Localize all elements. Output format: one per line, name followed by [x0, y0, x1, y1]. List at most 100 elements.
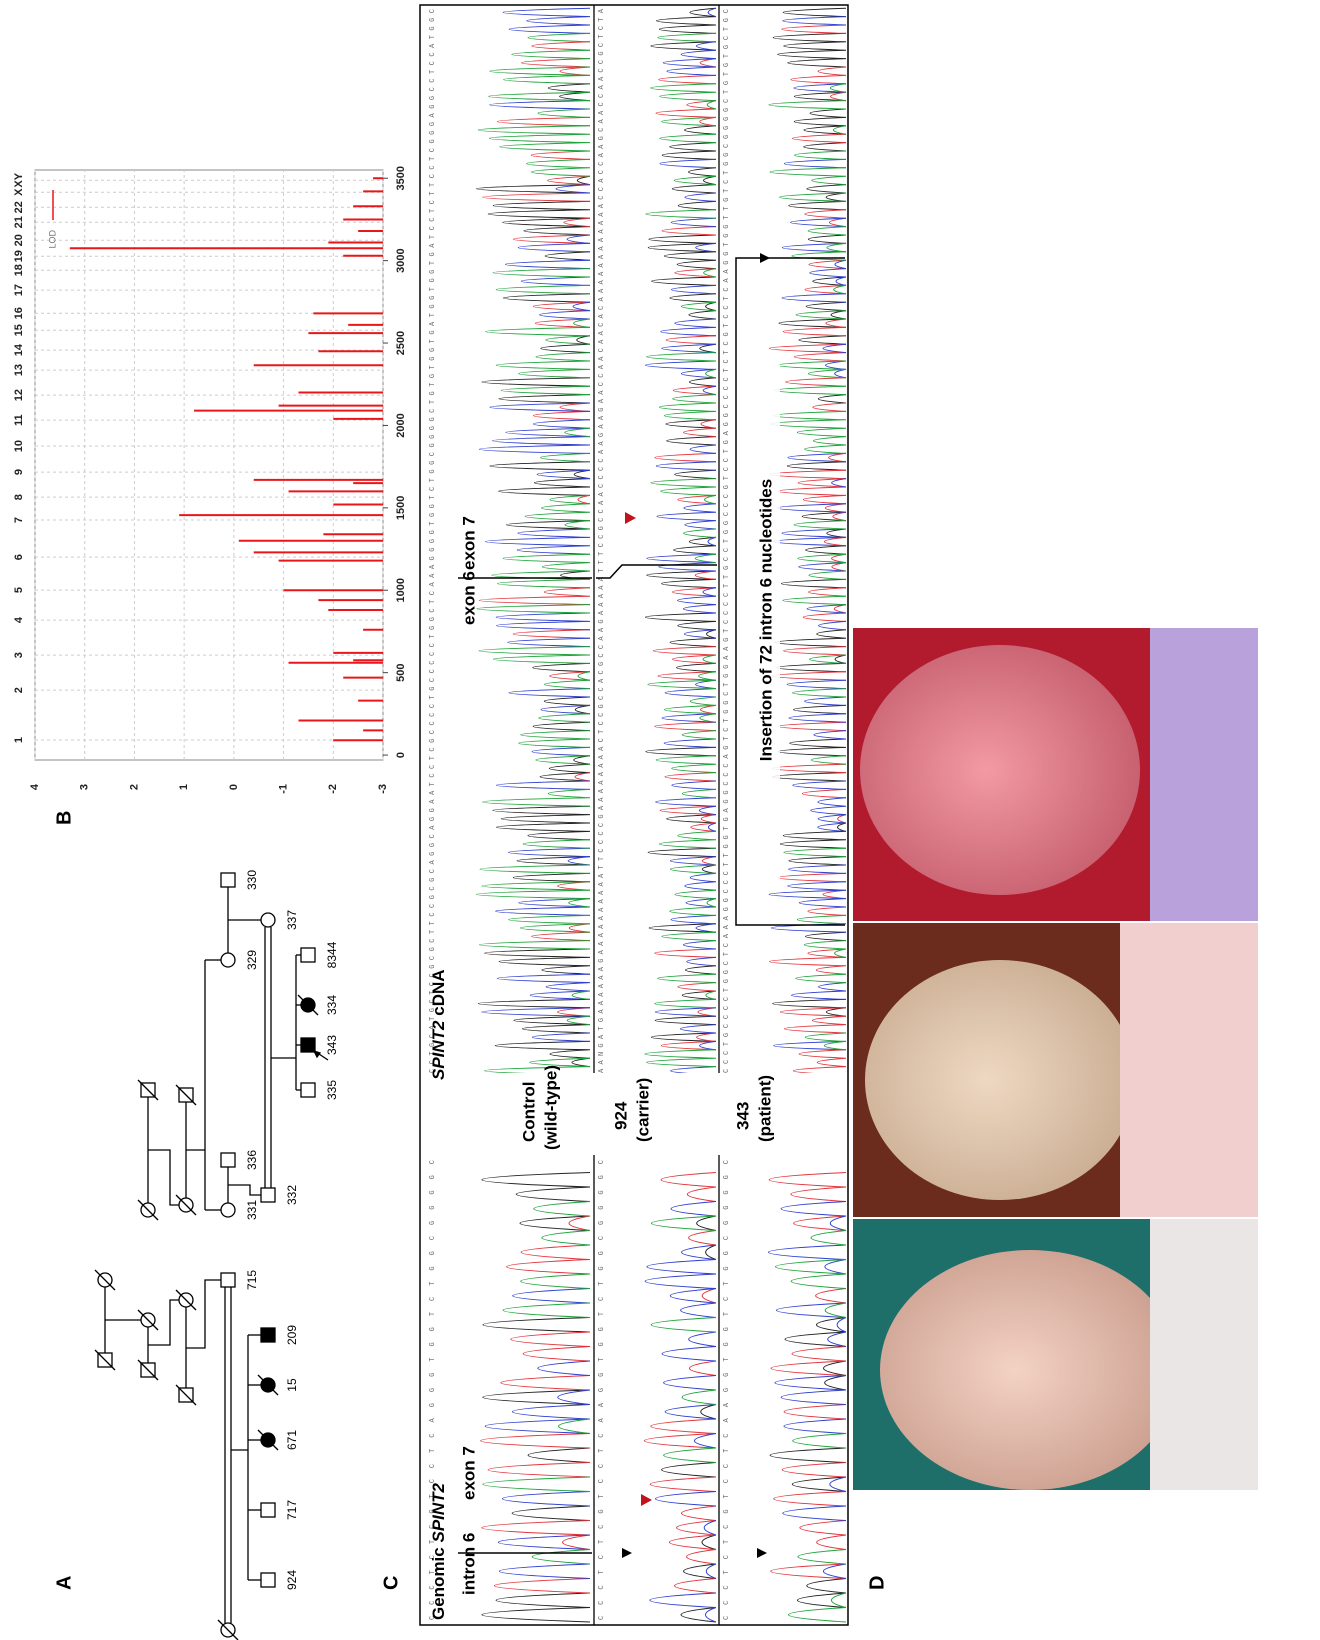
square-symbol [261, 1503, 275, 1517]
x-tick-label: 3500 [395, 166, 407, 190]
x-tick-label: 1500 [395, 496, 407, 520]
chromosome-label: 15 [13, 324, 25, 336]
chromosome-label: 11 [13, 414, 25, 426]
pedigree: 924 717 671 15 209 715 331 336 332 329 330 337 335 34… [95, 870, 339, 1640]
row-detail: (carrier) [633, 1078, 652, 1142]
y-tick-label: 0 [228, 784, 240, 790]
page: {"panels": {"a": "A", "b": "B", "c": "C"… [0, 0, 1320, 1640]
individual-id: 331 [245, 1200, 259, 1220]
individual-id: 343 [325, 1035, 339, 1055]
photo-face [860, 645, 1140, 895]
chromosome-label: 21 [13, 216, 25, 228]
x-tick-label: 1000 [395, 578, 407, 602]
chromosome-label: 8 [13, 494, 25, 500]
region-label: exon 7 [459, 516, 478, 570]
chromosome-label: 13 [13, 364, 25, 376]
chromosome-label: X [13, 188, 25, 196]
chromosome-label: 18 [13, 264, 25, 276]
y-tick-label: -2 [327, 784, 339, 794]
square-symbol [261, 1188, 275, 1202]
square-symbol [301, 1083, 315, 1097]
chromosome-label: 9 [13, 469, 25, 475]
chromosome-label: XY [13, 172, 25, 187]
chromosome-label: 5 [13, 587, 25, 593]
individual-id: 334 [325, 995, 339, 1015]
y-tick-label: 1 [178, 784, 190, 790]
panel-frame [420, 5, 848, 1625]
row-name: 924 [611, 1101, 630, 1130]
x-tick-label: 2000 [395, 413, 407, 437]
individual-id: 717 [285, 1500, 299, 1520]
y-tick-label: 4 [29, 783, 41, 790]
sequencing-panel: CCCTCTCGTCCTCAGGGTGGTCTGGCGGGGCCCTGCATGC… [420, 5, 848, 1625]
panel-label: A [53, 1576, 75, 1590]
legend-label: LOD [47, 230, 57, 249]
individual-id: 209 [285, 1325, 299, 1345]
square-symbol [301, 1038, 315, 1052]
square-symbol [261, 1328, 275, 1342]
y-tick-label: 3 [79, 784, 91, 790]
chromosome-label: 4 [13, 616, 25, 623]
individual-id: 336 [245, 1150, 259, 1170]
panel-label: B [53, 811, 75, 825]
chromosome-label: 17 [13, 284, 25, 296]
x-tick-label: 2500 [395, 331, 407, 355]
pedigree-line [148, 1150, 179, 1205]
chromosome-label: 14 [13, 343, 25, 356]
individual-id: 924 [285, 1570, 299, 1590]
individual-id: 329 [245, 950, 259, 970]
chromosome-label: 6 [13, 554, 25, 560]
row-detail: (patient) [755, 1075, 774, 1142]
chromosome-label: 22 [13, 201, 25, 213]
individual-id: 330 [245, 870, 259, 890]
insertion-label: Insertion of 72 intron 6 nucleotides [756, 479, 775, 761]
individual-id: 671 [285, 1430, 299, 1450]
region-label: exon 6 [459, 571, 478, 625]
photo-clothing [1120, 922, 1258, 1218]
photo-clothing [1150, 1218, 1258, 1490]
chromosome-label: 7 [13, 517, 25, 523]
square-symbol [221, 873, 235, 887]
gene-name: SPINT2 [429, 1482, 448, 1542]
individual-id: 715 [245, 1270, 259, 1290]
photo-face [865, 960, 1135, 1200]
individual-id: 337 [285, 910, 299, 930]
chromosome-label: 12 [13, 389, 25, 401]
individual-id: 15 [285, 1378, 299, 1392]
chromosome-label: 20 [13, 234, 25, 246]
square-symbol [221, 1273, 235, 1287]
row-detail: (wild-type) [541, 1065, 560, 1150]
square-symbol [221, 1153, 235, 1167]
chromosome-label: 16 [13, 307, 25, 319]
gene-name: SPINT2 [429, 1020, 448, 1080]
cdna-title: SPINT2 cDNA [429, 969, 448, 1080]
pedigree-line [228, 1185, 261, 1195]
genomic-label: Genomic [429, 1547, 448, 1620]
proband-arrow [314, 1051, 320, 1057]
cdna-label: cDNA [429, 969, 448, 1015]
individual-id: 335 [325, 1080, 339, 1100]
x-tick-label: 0 [395, 752, 407, 758]
x-tick-label: 500 [395, 663, 407, 681]
chromosome-label: 2 [13, 687, 25, 693]
chromosome-label: 10 [13, 440, 25, 452]
individual-id: 332 [285, 1185, 299, 1205]
y-tick-label: 2 [128, 784, 140, 790]
circle-symbol [261, 913, 275, 927]
cdna-sequence: CCTGCATGCTCCGCGCTTCCGCGCAGGCAGGAATCCTCGC… [429, 9, 437, 1073]
photo-face [880, 1250, 1180, 1490]
chromosome-label: 1 [13, 737, 25, 743]
square-symbol [301, 948, 315, 962]
figure-canvas: A B C D 92471767115209715331336332329330… [0, 0, 1320, 1640]
individual-id: 8344 [325, 941, 339, 968]
figure: A B C D 92471767115209715331336332329330… [0, 0, 1320, 1640]
photo-clothing [1150, 628, 1258, 922]
panel-label: C [380, 1576, 402, 1590]
pedigree-line [186, 1280, 221, 1348]
chromosome-label: 19 [13, 250, 25, 262]
region-label: exon 7 [459, 1446, 478, 1500]
y-tick-label: -1 [277, 784, 289, 794]
region-label: intron 6 [459, 1533, 478, 1595]
genomic-title: Genomic SPINT2 [429, 1482, 448, 1620]
y-tick-label: -3 [377, 784, 389, 794]
